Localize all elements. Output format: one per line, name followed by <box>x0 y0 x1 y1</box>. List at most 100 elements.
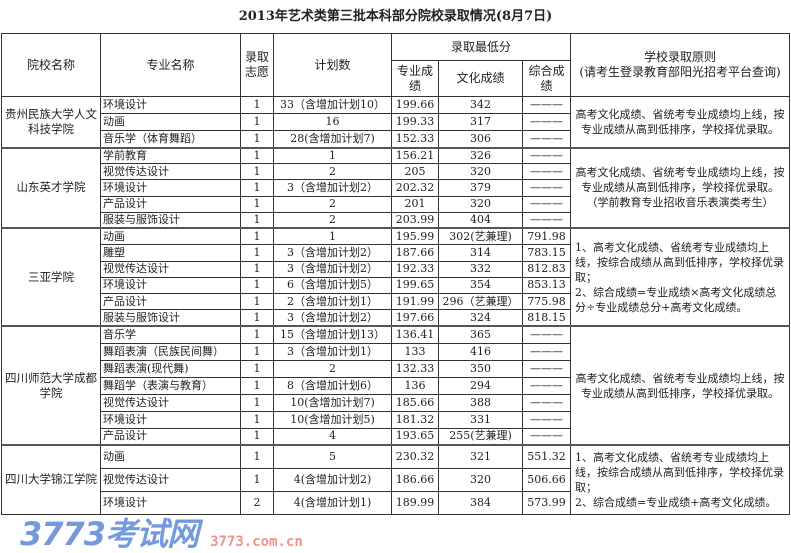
header-school: 院校名称 <box>1 33 101 97</box>
admission-rule: 高考文化成绩、省统考专业成绩均上线，按专业成绩从高到低排序，学校择优录取。 <box>570 325 790 446</box>
culture-score: 255(艺兼理) <box>438 427 523 446</box>
total-score: ——— <box>522 96 571 114</box>
table-row: 产品设计 1 4 193.65 255(艺兼理) ——— <box>2 427 790 446</box>
choice: 1 <box>240 444 274 469</box>
choice: 1 <box>240 96 274 114</box>
total-score: 818.15 <box>522 309 571 327</box>
plan-count: 1 <box>273 146 392 165</box>
major-name: 服装与服饰设计 <box>100 309 241 327</box>
table-row: 产品设计 1 2 201 320 ——— <box>2 195 790 213</box>
choice: 1 <box>240 211 274 229</box>
header-rule: 学校录取原则 (请考生登录教育部阳光招考平台查询) <box>570 33 790 97</box>
culture-score: 296（艺兼理） <box>438 293 523 311</box>
major-name: 产品设计 <box>100 293 241 311</box>
school-name: 山东英才学院 <box>1 146 101 229</box>
table-row: 音乐学（体育舞蹈） 1 28(含增加计划7) 152.33 306 ——— <box>2 130 790 148</box>
plan-count: 8（含增加计划6） <box>273 376 392 395</box>
total-score: 791.98 <box>522 227 571 246</box>
total-score: ——— <box>522 211 571 229</box>
major-name: 环境设计 <box>100 179 241 197</box>
plan-count: 2（含增加计划1） <box>273 293 392 311</box>
pro-score: 156.21 <box>391 146 439 165</box>
plan-count: 3（含增加计划2） <box>273 260 392 278</box>
plan-count: 33（含增加计划10） <box>273 96 392 114</box>
plan-count: 2 <box>273 359 392 378</box>
choice: 1 <box>240 195 274 213</box>
choice: 1 <box>240 276 274 295</box>
major-name: 产品设计 <box>100 195 241 213</box>
pro-score: 205 <box>391 163 439 181</box>
table-row: 视觉传达设计 1 3（含增加计划2） 192.33 332 812.83 <box>2 260 790 278</box>
plan-count: 4(含增加计划1) <box>273 490 392 515</box>
header-pro-score: 专业成绩 <box>391 60 439 97</box>
choice: 1 <box>240 342 274 361</box>
total-score: 853.13 <box>522 276 571 295</box>
major-name: 舞蹈表演（民族民间舞） <box>100 342 241 361</box>
choice: 1 <box>240 309 274 327</box>
choice: 1 <box>240 393 274 412</box>
major-name: 舞蹈学（表演与教育） <box>100 376 241 395</box>
total-score: 506.66 <box>522 467 571 492</box>
choice: 1 <box>240 376 274 395</box>
school-name: 贵州民族大学人文科技学院 <box>1 96 101 148</box>
header-culture-score: 文化成绩 <box>438 60 523 97</box>
major-name: 动画 <box>100 227 241 246</box>
plan-count: 10(含增加计划5) <box>273 410 392 429</box>
total-score: ——— <box>522 359 571 378</box>
major-name: 产品设计 <box>100 427 241 446</box>
culture-score: 388 <box>438 393 523 412</box>
choice: 1 <box>240 179 274 197</box>
culture-score: 384 <box>438 490 523 515</box>
plan-count: 10(含增加计划7) <box>273 393 392 412</box>
pro-score: 136.41 <box>391 325 439 344</box>
watermark-logo-text: 3773考试网 <box>20 515 199 553</box>
school-name: 四川大学锦江学院 <box>1 444 101 515</box>
culture-score: 324 <box>438 309 523 327</box>
table-row: 视觉传达设计 1 10(含增加计划7) 185.66 388 ——— <box>2 393 790 412</box>
plan-count: 1 <box>273 227 392 246</box>
major-name: 动画 <box>100 113 241 131</box>
table-row: 视觉传达设计 1 4(含增加计划2) 186.66 320 506.66 <box>2 467 790 492</box>
pro-score: 202.32 <box>391 179 439 197</box>
choice: 1 <box>240 130 274 148</box>
total-score: 775.98 <box>522 293 571 311</box>
total-score: 783.15 <box>522 244 571 262</box>
header-rule-title: 学校录取原则 <box>643 50 716 64</box>
pro-score: 189.99 <box>391 490 439 515</box>
choice: 1 <box>240 227 274 246</box>
major-name: 环境设计 <box>100 410 241 429</box>
pro-score: 199.66 <box>391 96 439 114</box>
pro-score: 181.32 <box>391 410 439 429</box>
total-score: 812.83 <box>522 260 571 278</box>
choice: 1 <box>240 427 274 446</box>
admission-rule: 高考文化成绩、省统考专业成绩均上线，按专业成绩从高到低排序，学校择优录取。 <box>570 96 790 148</box>
culture-score: 321 <box>438 444 523 469</box>
admission-table: 院校名称 专业名称 录取志愿 计划数 录取最低分 学校录取原则 (请考生登录教育部… <box>1 33 790 515</box>
pro-score: 133 <box>391 342 439 361</box>
table-row: 四川师范大学成都学院 音乐学 1 15（含增加计划13） 136.41 365 ——— 高考文… <box>1 325 790 446</box>
total-score: ——— <box>522 410 571 429</box>
school-name: 三亚学院 <box>1 227 101 327</box>
header-rule-note: (请考生登录教育部阳光招考平台查询) <box>579 65 781 79</box>
total-score: ——— <box>522 342 571 361</box>
pro-score: 132.33 <box>391 359 439 378</box>
watermark-logo: 3773考试网 3773.com.cn <box>20 517 303 551</box>
choice: 1 <box>240 467 274 492</box>
pro-score: 186.66 <box>391 467 439 492</box>
header-total-score: 综合成绩 <box>522 60 571 97</box>
pro-score: 136 <box>391 376 439 395</box>
plan-count: 2 <box>273 195 392 213</box>
culture-score: 404 <box>438 211 523 229</box>
plan-count: 28(含增加计划7) <box>273 130 392 148</box>
culture-score: 326 <box>438 146 523 165</box>
pro-score: 199.65 <box>391 276 439 295</box>
choice: 1 <box>240 146 274 165</box>
pro-score: 193.65 <box>391 427 439 446</box>
plan-count: 4(含增加计划2) <box>273 467 392 492</box>
pro-score: 191.99 <box>391 293 439 311</box>
total-score: ——— <box>522 393 571 412</box>
major-name: 视觉传达设计 <box>100 467 241 492</box>
table-row: 舞蹈表演（民族民间舞） 1 3（含增加计划1） 133 416 ——— <box>2 342 790 361</box>
culture-score: 320 <box>438 195 523 213</box>
pro-score: 195.99 <box>391 227 439 246</box>
